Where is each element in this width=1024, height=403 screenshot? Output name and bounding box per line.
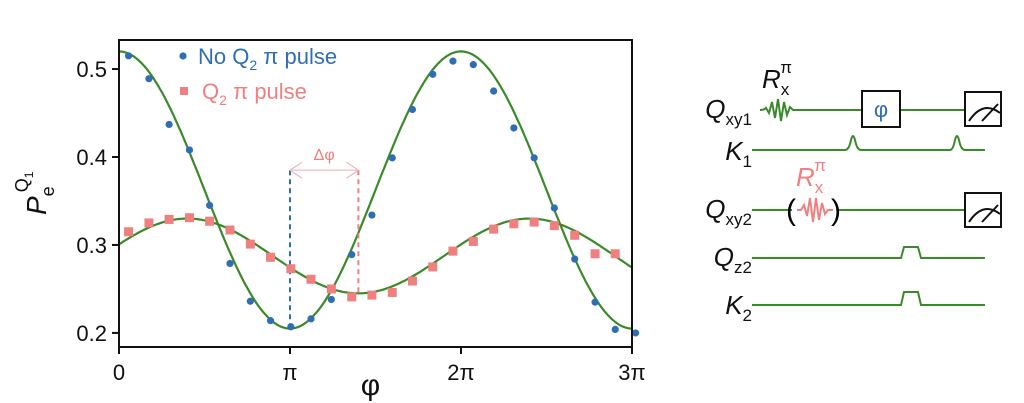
y-tick-label: 0.2 (76, 321, 107, 346)
data-point-no-pulse (388, 154, 396, 162)
rx-pulse-q1 (759, 98, 797, 122)
x-tick-label: π (282, 360, 297, 385)
data-point-no-pulse (246, 297, 254, 305)
data-point-pulse (124, 227, 134, 237)
data-point-pulse (549, 221, 559, 231)
data-point-no-pulse (206, 201, 214, 209)
delta-phi-arrow (288, 161, 360, 179)
data-point-no-pulse (530, 154, 538, 162)
data-point-pulse (266, 252, 276, 262)
x-tick-label: 2π (447, 360, 474, 385)
data-point-no-pulse (449, 57, 457, 65)
measure-q2-icon (964, 192, 1002, 228)
data-point-no-pulse (490, 87, 498, 95)
data-point-no-pulse (510, 124, 518, 132)
data-point-no-pulse (307, 315, 315, 323)
data-point-pulse (306, 274, 316, 284)
x-tick-label: 3π (618, 360, 645, 385)
data-point-pulse (428, 262, 438, 272)
data-point-no-pulse (591, 298, 599, 306)
line-label-k1: K1 (725, 136, 752, 171)
legend-label-1: Q2 π pulse (202, 79, 307, 108)
data-point-no-pulse (287, 323, 295, 331)
data-point-pulse (448, 246, 458, 256)
plot-frame (118, 39, 633, 348)
data-point-pulse (144, 218, 154, 228)
data-point-no-pulse (611, 325, 619, 334)
data-point-pulse (468, 236, 478, 246)
rx-pulse-q2 (797, 197, 833, 223)
y-tick-label: 0.5 (76, 57, 107, 82)
x-tick-label: 0 (113, 360, 125, 385)
line-label-qxy1: Qxy1 (705, 94, 752, 129)
delta-phi-label: Δφ (314, 147, 335, 164)
data-point-no-pulse (266, 317, 275, 325)
data-point-pulse (367, 290, 377, 300)
data-point-no-pulse (124, 52, 133, 60)
data-point-pulse (387, 287, 397, 297)
data-point-no-pulse (145, 75, 153, 83)
data-point-pulse (489, 224, 499, 234)
data-point-no-pulse (429, 70, 437, 78)
data-point-pulse (610, 249, 620, 259)
gate-rx-q2-label: Rxπ (796, 156, 826, 197)
data-point-no-pulse (571, 255, 579, 263)
k2-line (752, 291, 985, 306)
data-point-pulse (509, 219, 519, 229)
y-tick-label: 0.3 (76, 233, 107, 258)
fit-line-0 (118, 50, 632, 330)
data-point-pulse (529, 217, 539, 227)
line-label-k2: K2 (725, 290, 752, 325)
data-point-pulse (184, 213, 194, 223)
data-point-pulse (286, 264, 296, 274)
data-point-no-pulse (631, 329, 640, 337)
data-point-no-pulse (368, 211, 376, 219)
data-point-pulse (407, 276, 417, 286)
data-point-no-pulse (550, 204, 558, 212)
phase-gate-box (861, 90, 901, 128)
y-axis-label: PeQ1 (12, 171, 58, 215)
data-point-pulse (326, 284, 336, 294)
legend-marker-no-pulse (179, 52, 187, 60)
data-point-pulse (570, 230, 580, 240)
data-point-pulse (590, 249, 600, 259)
data-point-pulse (164, 214, 174, 224)
measure-q1-icon (964, 91, 1002, 127)
gate-rx-q1-label: Rxπ (762, 58, 792, 99)
legend-marker-pulse (180, 87, 188, 95)
line-label-qxy2: Qxy2 (705, 194, 752, 229)
data-point-no-pulse (469, 61, 477, 69)
paren-right: ) (831, 194, 841, 227)
k1-line (752, 135, 985, 151)
data-point-pulse (347, 292, 357, 302)
qz2-line (752, 246, 985, 259)
legend-label-0: No Q2 π pulse (198, 44, 337, 73)
paren-left: ( (786, 194, 796, 227)
y-tick-label: 0.4 (76, 145, 107, 170)
line-label-qz2: Qz2 (714, 242, 752, 277)
x-axis-label: φ (361, 369, 380, 402)
data-point-pulse (225, 225, 235, 235)
data-point-no-pulse (165, 120, 173, 129)
data-point-no-pulse (348, 251, 356, 259)
phase-gate-label: φ (874, 97, 888, 122)
data-point-no-pulse (408, 105, 417, 114)
data-point-no-pulse (327, 295, 335, 304)
data-point-pulse (205, 216, 215, 226)
data-point-no-pulse (226, 259, 234, 268)
data-point-pulse (245, 239, 255, 249)
data-point-no-pulse (185, 146, 194, 154)
